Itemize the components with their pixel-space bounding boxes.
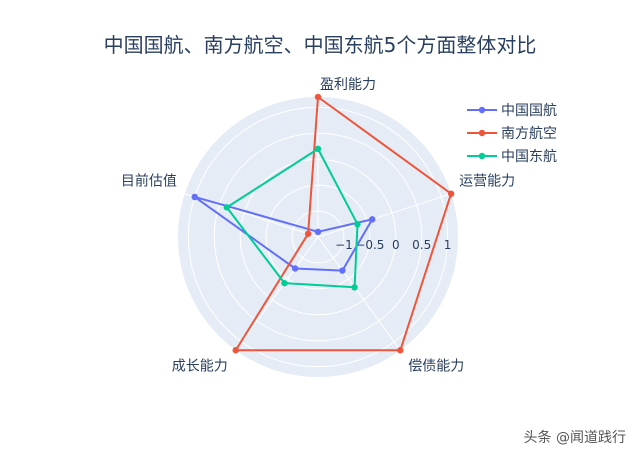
axis-label: 盈利能力 xyxy=(320,77,376,93)
legend-marker[interactable] xyxy=(478,152,486,160)
data-point xyxy=(369,216,376,223)
axis-label: 目前估值 xyxy=(121,173,177,190)
radial-tick-label: −1 xyxy=(335,238,353,252)
axis-label: 成长能力 xyxy=(172,358,228,374)
legend-item[interactable]: 中国东航 xyxy=(501,149,557,165)
radial-tick-label: 0.5 xyxy=(412,238,431,252)
legend-item[interactable]: 南方航空 xyxy=(501,126,557,142)
data-point xyxy=(232,347,239,354)
angular-gridline xyxy=(317,193,452,238)
data-point xyxy=(314,145,322,153)
data-point xyxy=(354,220,361,228)
legend-item[interactable]: 中国国航 xyxy=(501,103,557,119)
radial-tick-label: 0 xyxy=(392,238,400,252)
data-point xyxy=(314,93,322,101)
data-point xyxy=(397,347,404,354)
legend-marker[interactable] xyxy=(478,129,486,137)
chart-title: 中国国航、南方航空、中国东航5个方面整体对比 xyxy=(104,33,537,57)
series-line-1 xyxy=(193,195,374,272)
data-point xyxy=(281,279,288,287)
radial-tick-label: 1 xyxy=(444,238,452,252)
data-point xyxy=(447,190,455,197)
data-point xyxy=(191,193,198,201)
data-point xyxy=(314,228,322,236)
radial-tick-label: −0.5 xyxy=(355,238,384,252)
series-line-2 xyxy=(234,96,453,352)
legend-marker[interactable] xyxy=(478,106,486,114)
data-point xyxy=(339,267,346,274)
data-point xyxy=(223,204,230,211)
watermark: 头条 @闻道践行 xyxy=(523,430,626,446)
axis-label: 运营能力 xyxy=(459,174,515,190)
series-line-3 xyxy=(225,147,359,289)
data-point xyxy=(291,265,299,272)
data-point xyxy=(351,284,358,291)
data-point xyxy=(304,230,312,237)
angular-gridline xyxy=(317,236,401,351)
axis-label: 偿债能力 xyxy=(408,358,464,374)
angular-gridline xyxy=(235,236,319,351)
